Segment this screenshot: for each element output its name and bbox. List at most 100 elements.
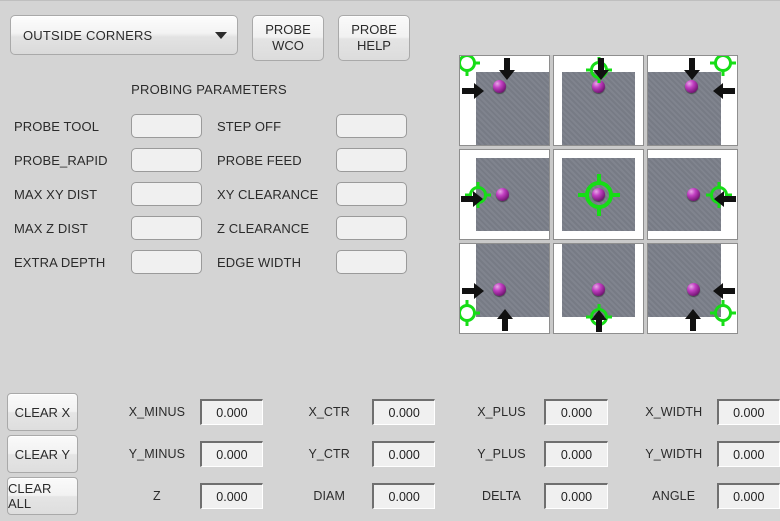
probe-tip-icon — [685, 80, 699, 94]
crosshair-icon — [460, 56, 481, 77]
probe-cell-bottom-right[interactable] — [647, 243, 738, 334]
probe-cell-middle-center[interactable] — [553, 149, 644, 240]
param-input-z-clearance[interactable] — [336, 216, 407, 240]
probe-cell-top-right[interactable] — [647, 55, 738, 146]
probe-cell-middle-left[interactable] — [459, 149, 550, 240]
param-label-probe-feed: PROBE FEED — [217, 152, 302, 168]
param-label-extra-depth: EXTRA DEPTH — [14, 254, 106, 270]
chevron-down-icon — [215, 31, 227, 39]
arrow-right-icon — [460, 190, 483, 207]
readout-row-misc: CLEAR ALL Z 0.000 DIAM 0.000 DELTA 0.000… — [0, 475, 780, 517]
probe-cell-bottom-center[interactable] — [553, 243, 644, 334]
probe-mode-select[interactable]: OUTSIDE CORNERS — [10, 15, 238, 55]
label-angle: ANGLE — [652, 489, 696, 503]
param-row: PROBE_RAPID PROBE FEED — [14, 143, 414, 177]
value-delta[interactable]: 0.000 — [544, 483, 608, 509]
probe-cell-top-center[interactable] — [553, 55, 644, 146]
label-z: Z — [153, 489, 161, 503]
label-y-ctr: Y_CTR — [308, 447, 350, 461]
arrow-up-icon — [591, 310, 608, 333]
probe-cell-middle-right[interactable] — [647, 149, 738, 240]
param-label-xy-clearance: XY CLEARANCE — [217, 186, 319, 202]
readout-row-x: CLEAR X X_MINUS 0.000 X_CTR 0.000 X_PLUS… — [0, 391, 780, 433]
param-label-probe-rapid: PROBE_RAPID — [14, 152, 108, 168]
probing-parameters-title: PROBING PARAMETERS — [131, 82, 287, 97]
readout-row-y: CLEAR Y Y_MINUS 0.000 Y_CTR 0.000 Y_PLUS… — [0, 433, 780, 475]
probe-wco-line2: WCO — [272, 38, 304, 53]
crosshair-icon — [460, 300, 481, 327]
param-input-probe-tool[interactable] — [131, 114, 202, 138]
workpiece-block — [476, 244, 549, 317]
probe-tip-icon — [492, 283, 506, 297]
param-row: EXTRA DEPTH EDGE WIDTH — [14, 245, 414, 279]
value-y-minus[interactable]: 0.000 — [199, 441, 264, 467]
param-row: MAX Z DIST Z CLEARANCE — [14, 211, 414, 245]
label-delta: DELTA — [481, 489, 521, 503]
label-y-plus: Y_PLUS — [477, 447, 526, 461]
crosshair-icon — [577, 173, 620, 216]
param-input-edge-width[interactable] — [336, 250, 407, 274]
value-z[interactable]: 0.000 — [199, 483, 264, 509]
param-label-probe-tool: PROBE TOOL — [14, 118, 100, 134]
probe-cell-bottom-left[interactable] — [459, 243, 550, 334]
label-x-ctr: X_CTR — [308, 405, 350, 419]
param-row: PROBE TOOL STEP OFF — [14, 109, 414, 143]
arrow-left-icon — [713, 82, 736, 99]
arrow-left-icon — [713, 283, 736, 300]
value-x-ctr[interactable]: 0.000 — [371, 399, 436, 425]
clear-all-button[interactable]: CLEAR ALL — [7, 477, 78, 515]
clear-x-button[interactable]: CLEAR X — [7, 393, 78, 431]
param-input-probe-feed[interactable] — [336, 148, 407, 172]
probe-tip-icon — [495, 188, 509, 202]
param-input-xy-clearance[interactable] — [336, 182, 407, 206]
probe-help-line1: PROBE — [351, 22, 397, 37]
value-y-plus[interactable]: 0.000 — [544, 441, 608, 467]
arrow-up-icon — [685, 309, 702, 332]
probe-tip-icon — [492, 80, 506, 94]
param-row: MAX XY DIST XY CLEARANCE — [14, 177, 414, 211]
label-diam: DIAM — [313, 489, 345, 503]
param-input-step-off[interactable] — [336, 114, 407, 138]
readout-panel: CLEAR X X_MINUS 0.000 X_CTR 0.000 X_PLUS… — [0, 391, 780, 521]
param-input-max-xy-dist[interactable] — [131, 182, 202, 206]
probe-cell-top-left[interactable] — [459, 55, 550, 146]
value-y-width[interactable]: 0.000 — [716, 441, 780, 467]
probe-help-line2: HELP — [357, 38, 391, 53]
param-label-z-clearance: Z CLEARANCE — [217, 220, 310, 236]
label-y-width: Y_WIDTH — [645, 447, 703, 461]
param-label-max-xy-dist: MAX XY DIST — [14, 186, 98, 202]
label-y-minus: Y_MINUS — [128, 447, 186, 461]
probe-tip-icon — [592, 188, 606, 202]
value-x-minus[interactable]: 0.000 — [199, 399, 264, 425]
probe-wco-button[interactable]: PROBE WCO — [252, 15, 324, 61]
crosshair-icon — [709, 300, 736, 327]
param-input-extra-depth[interactable] — [131, 250, 202, 274]
label-x-minus: X_MINUS — [128, 405, 186, 419]
probe-help-button[interactable]: PROBE HELP — [338, 15, 410, 61]
param-input-probe-rapid[interactable] — [131, 148, 202, 172]
workpiece-block — [648, 72, 721, 145]
value-diam[interactable]: 0.000 — [371, 483, 436, 509]
arrow-right-icon — [461, 283, 484, 300]
value-x-width[interactable]: 0.000 — [716, 399, 780, 425]
label-x-width: X_WIDTH — [645, 405, 703, 419]
clear-y-button[interactable]: CLEAR Y — [7, 435, 78, 473]
value-y-ctr[interactable]: 0.000 — [371, 441, 436, 467]
value-angle[interactable]: 0.000 — [716, 483, 780, 509]
label-x-plus: X_PLUS — [477, 405, 526, 419]
probe-tip-icon — [687, 188, 701, 202]
probe-tip-icon — [592, 80, 606, 94]
toolbar: OUTSIDE CORNERS PROBE WCO PROBE HELP — [10, 15, 410, 61]
probing-parameters-grid: PROBE TOOL STEP OFF PROBE_RAPID PROBE FE… — [14, 109, 414, 279]
value-x-plus[interactable]: 0.000 — [544, 399, 608, 425]
probe-tip-icon — [687, 283, 701, 297]
crosshair-icon — [709, 56, 736, 77]
probe-position-diagram — [459, 55, 738, 334]
arrow-up-icon — [497, 309, 514, 332]
param-input-max-z-dist[interactable] — [131, 216, 202, 240]
arrow-down-icon — [499, 57, 516, 80]
probe-tip-icon — [592, 283, 606, 297]
probe-wco-line1: PROBE — [265, 22, 311, 37]
workpiece-block — [648, 244, 721, 317]
